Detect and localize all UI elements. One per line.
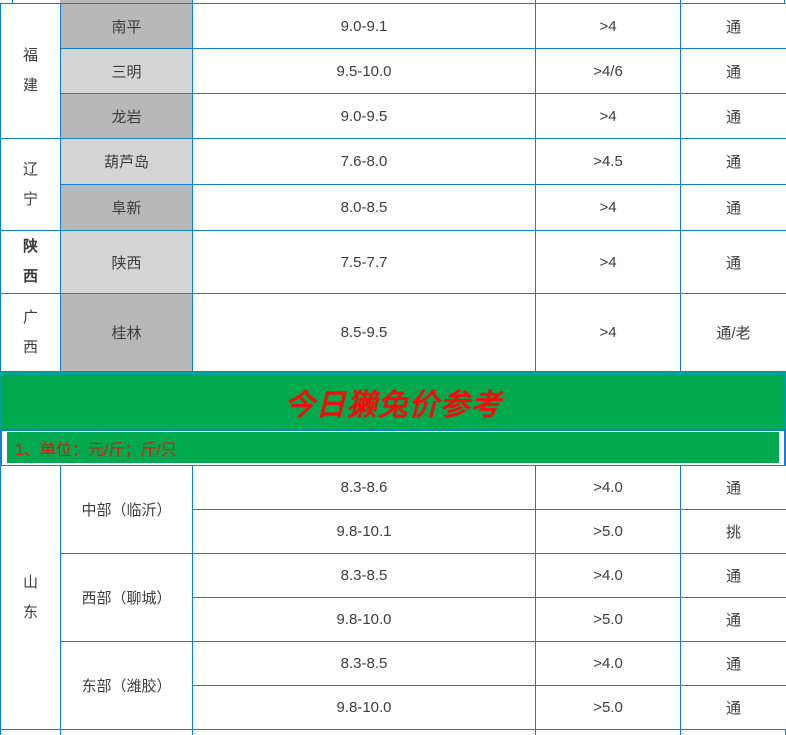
grid-line — [192, 730, 193, 735]
banner: 今日獭兔价参考 — [0, 375, 786, 429]
price-cell: 7.5-7.7 — [192, 230, 536, 294]
shandong-price-table: 山 东 中部（临沂） 8.3-8.6 >4.0 通 9.8-10.1 >5.0 … — [0, 465, 786, 730]
province-cell: 陕 西 — [0, 230, 61, 294]
grade-cell: 通 — [680, 48, 786, 94]
area-cell: 西部（聊城） — [60, 553, 193, 642]
unit-note-row: 1、单位：元/斤；斤/只 — [0, 431, 786, 465]
weight-cell: >4.0 — [535, 465, 681, 510]
table-row: 东部（潍胶） 8.3-8.5 >4.0 通 — [1, 641, 786, 730]
grade-cell: 通 — [680, 685, 786, 730]
weight-cell: >5.0 — [535, 597, 681, 642]
table-row: 辽 宁 葫芦岛 7.6-8.0 >4.5 通 — [0, 138, 786, 231]
weight-cell: >4/6 — [535, 48, 681, 94]
banner-title: 今日獭兔价参考 — [284, 389, 502, 422]
grid-line — [60, 730, 61, 735]
grid-line — [535, 730, 536, 735]
price-cell: 8.3-8.5 — [192, 553, 536, 598]
grade-cell: 通 — [680, 641, 786, 686]
table-row: 福 建 南平 9.0-9.1 >4 通 — [0, 3, 786, 139]
price-cell: 9.8-10.0 — [192, 685, 536, 730]
grade-cell: 通 — [680, 465, 786, 510]
city-cell: 龙岩 — [60, 93, 193, 139]
table-row: 9.8-10.0 >5.0 通 — [1, 597, 786, 642]
price-cell: 8.3-8.6 — [192, 465, 536, 510]
grid-line — [12, 0, 13, 3]
city-cell: 三明 — [60, 48, 193, 94]
regional-price-table-top: 福 建 南平 9.0-9.1 >4 通 三明 9.5-10.0 >4/6 通 龙… — [0, 3, 786, 372]
city-cell: 桂林 — [60, 293, 193, 372]
grid-line — [784, 0, 785, 3]
grade-cell: 通 — [680, 93, 786, 139]
province-cell: 山 东 — [0, 465, 61, 730]
partial-row-top — [0, 0, 786, 3]
table-row: 龙岩 9.0-9.5 >4 通 — [1, 93, 786, 139]
weight-cell: >4.0 — [535, 641, 681, 686]
weight-cell: >4.0 — [535, 553, 681, 598]
partial-row-bottom — [0, 730, 786, 735]
grade-cell: 通 — [680, 3, 786, 49]
table-row: 阜新 8.0-8.5 >4 通 — [1, 184, 786, 231]
city-cell: 陕西 — [60, 230, 193, 294]
partial-city-cell — [60, 0, 192, 3]
province-cell: 福 建 — [0, 3, 61, 139]
table-row: 三明 9.5-10.0 >4/6 通 — [1, 48, 786, 94]
price-cell: 8.3-8.5 — [192, 641, 536, 686]
price-cell: 9.5-10.0 — [192, 48, 536, 94]
price-cell: 7.6-8.0 — [192, 138, 536, 185]
table-row: 西部（聊城） 8.3-8.5 >4.0 通 — [1, 553, 786, 642]
area-cell: 中部（临沂） — [60, 465, 193, 554]
price-cell: 9.8-10.1 — [192, 509, 536, 554]
grade-cell: 通 — [680, 553, 786, 598]
weight-cell: >4 — [535, 230, 681, 294]
weight-cell: >5.0 — [535, 509, 681, 554]
unit-note: 1、单位：元/斤；斤/只 — [15, 441, 177, 459]
grid-line — [680, 0, 681, 3]
unit-note-band: 1、单位：元/斤；斤/只 — [7, 432, 779, 463]
price-cell: 8.0-8.5 — [192, 184, 536, 231]
weight-cell: >5.0 — [535, 685, 681, 730]
weight-cell: >4.5 — [535, 138, 681, 185]
weight-cell: >4 — [535, 184, 681, 231]
price-cell: 9.0-9.1 — [192, 3, 536, 49]
city-cell: 葫芦岛 — [60, 138, 193, 185]
weight-cell: >4 — [535, 3, 681, 49]
weight-cell: >4 — [535, 93, 681, 139]
price-cell: 9.0-9.5 — [192, 93, 536, 139]
grade-cell: 通 — [680, 184, 786, 231]
table-row: 广 西 桂林 8.5-9.5 >4 通/老 — [0, 293, 786, 372]
banner-top-edge — [0, 372, 786, 375]
grade-cell: 挑 — [680, 509, 786, 554]
province-cell: 广 西 — [0, 293, 61, 372]
table-row: 9.8-10.1 >5.0 挑 — [1, 509, 786, 554]
price-cell: 9.8-10.0 — [192, 597, 536, 642]
weight-cell: >4 — [535, 293, 681, 372]
price-cell: 8.5-9.5 — [192, 293, 536, 372]
area-cell: 东部（潍胶） — [60, 641, 193, 730]
table-row: 陕 西 陕西 7.5-7.7 >4 通 — [0, 230, 786, 294]
city-cell: 南平 — [60, 3, 193, 49]
banner-divider — [0, 429, 786, 431]
grade-cell: 通/老 — [680, 293, 786, 372]
grade-cell: 通 — [680, 230, 786, 294]
city-cell: 阜新 — [60, 184, 193, 231]
grade-cell: 通 — [680, 597, 786, 642]
table-row: 山 东 中部（临沂） 8.3-8.6 >4.0 通 — [0, 465, 786, 730]
grade-cell: 通 — [680, 138, 786, 185]
grid-line — [680, 730, 681, 735]
table-row: 9.8-10.0 >5.0 通 — [1, 685, 786, 730]
grid-line — [192, 0, 193, 3]
grid-line — [535, 0, 536, 3]
province-cell: 辽 宁 — [0, 138, 61, 231]
